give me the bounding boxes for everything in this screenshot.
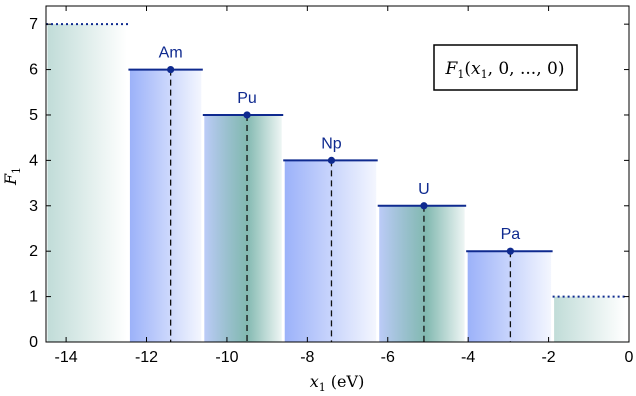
y-tick-label: 6 <box>29 62 38 79</box>
y-tick-label: 2 <box>29 243 38 260</box>
y-tick-label: 1 <box>29 289 38 306</box>
point-np <box>327 156 336 164</box>
element-label-u: U <box>418 181 430 198</box>
plot-frame <box>45 5 630 343</box>
x-tick-label: -14 <box>55 349 78 366</box>
point-pa <box>506 247 514 255</box>
step-bar-pa <box>467 251 552 342</box>
y-tick-label: 3 <box>29 198 38 215</box>
point-u <box>420 202 428 210</box>
ticks-layer: -14 -12 -10 -8 -6 -4 -2 0 0 1 2 3 4 5 6 7 <box>29 6 634 366</box>
y-axis-label: F1 <box>1 167 23 186</box>
step-bar-u <box>379 205 465 342</box>
step-bar-pu <box>204 114 282 342</box>
step-bar-plateau-0 <box>47 24 127 342</box>
element-label-am: Am <box>159 45 183 62</box>
x-tick-label: -10 <box>215 349 238 366</box>
x-tick-label: -12 <box>135 349 158 366</box>
bars-layer <box>47 24 626 342</box>
step-bar-np <box>284 160 377 342</box>
step-bar-plateau-6 <box>554 296 626 342</box>
x-tick-label: -8 <box>300 349 314 366</box>
step-bar-am <box>129 69 202 342</box>
point-pu <box>243 111 251 119</box>
y-tick-label: 5 <box>29 107 38 124</box>
element-label-pa: Pa <box>501 226 521 243</box>
element-label-np: Np <box>321 135 342 152</box>
svg-text:F1: F1 <box>1 167 23 186</box>
svg-text:F1(x1, 0, ..., 0): F1(x1, 0, ..., 0) <box>445 59 565 81</box>
y-tick-label: 4 <box>29 152 38 169</box>
markers-layer: Am Pu Np U Pa <box>46 23 627 342</box>
legend-box: F1(x1, 0, ..., 0) <box>433 44 578 91</box>
point-am <box>167 65 175 74</box>
x-tick-label: -6 <box>381 349 395 366</box>
y-tick-label: 7 <box>29 16 38 33</box>
x-axis-label: x1 (eV) <box>310 372 365 394</box>
element-label-pu: Pu <box>237 90 257 107</box>
y-tick-label: 0 <box>29 334 38 351</box>
x-tick-label: -2 <box>541 349 555 366</box>
x-tick-label: -4 <box>461 349 475 366</box>
x-tick-label: 0 <box>625 349 634 366</box>
